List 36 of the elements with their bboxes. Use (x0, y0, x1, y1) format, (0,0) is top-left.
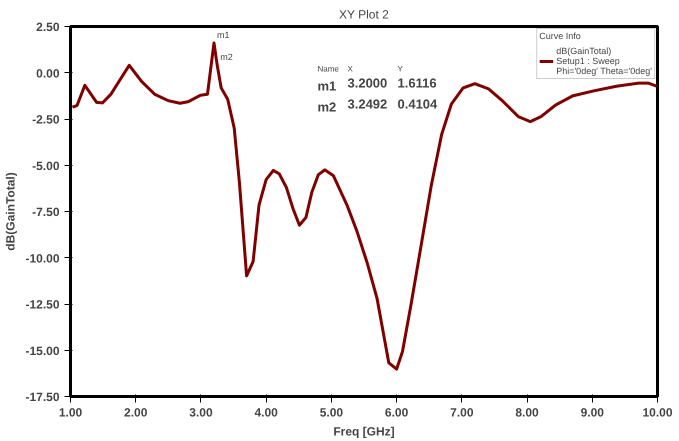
y-tick-label: -12.50 (25, 298, 60, 312)
annotation: 3.2000 (348, 76, 388, 90)
y-tick-label: -7.50 (32, 205, 60, 219)
y-tick-label: -10.00 (25, 251, 60, 266)
annotation: X (348, 64, 354, 74)
x-tick-label: 10.00 (642, 406, 673, 420)
y-tick-label: 0.00 (36, 66, 60, 80)
x-tick-label: 4.00 (254, 406, 278, 420)
legend-label: dB(GainTotal) Setup1 : Sweep Phi='0deg' Theta='0deg' (556, 46, 652, 76)
annotation: 1.6116 (398, 76, 437, 90)
x-tick-label: 8.00 (515, 406, 540, 420)
annotation: m2 (318, 100, 336, 114)
x-axis-title: Freq [GHz] (333, 424, 395, 438)
y-tick-label: -17.50 (25, 390, 60, 404)
annotation: m2 (220, 52, 233, 62)
annotation: Name (318, 64, 340, 74)
x-tick-label: 6.00 (384, 406, 409, 420)
x-tick-label: 7.00 (450, 406, 474, 420)
x-tick-label: 1.00 (58, 406, 83, 420)
y-tick-label: -5.00 (32, 158, 60, 173)
legend-title: Curve Info (539, 31, 582, 41)
annotation: Y (398, 64, 404, 74)
y-axis-title: dB(GainTotal) (3, 172, 18, 251)
line-series (70, 41, 658, 371)
annotation: 0.4104 (398, 96, 438, 112)
x-tick-label: 3.00 (189, 406, 213, 420)
y-tick-label: 2.50 (36, 20, 60, 34)
y-tick-label: -15.00 (25, 344, 60, 358)
annotation: m1 (318, 78, 336, 94)
x-tick-label: 2.00 (124, 406, 148, 420)
annotation: m1 (216, 30, 230, 40)
chart-title: XY Plot 2 (338, 8, 390, 22)
y-tick-label: -2.50 (32, 112, 60, 126)
annotation: 3.2492 (348, 96, 388, 112)
x-tick-label: 9.00 (580, 406, 604, 420)
x-tick-label: 5.00 (320, 406, 344, 420)
